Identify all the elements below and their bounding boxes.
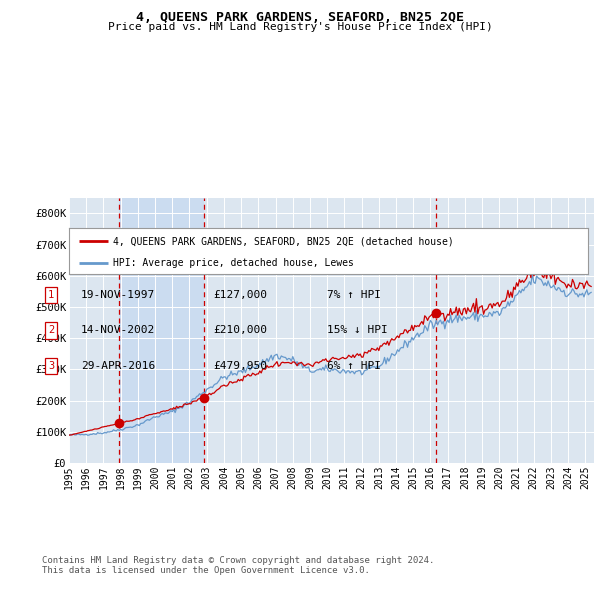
Text: 19-NOV-1997: 19-NOV-1997 (81, 290, 155, 300)
Text: 2: 2 (48, 326, 54, 335)
Text: 6% ↑ HPI: 6% ↑ HPI (327, 361, 381, 371)
Text: 1: 1 (48, 290, 54, 300)
Text: £210,000: £210,000 (213, 326, 267, 335)
Text: 1: 1 (122, 235, 128, 245)
Text: 3: 3 (439, 235, 445, 245)
Text: 4, QUEENS PARK GARDENS, SEAFORD, BN25 2QE (detached house): 4, QUEENS PARK GARDENS, SEAFORD, BN25 2Q… (113, 236, 454, 246)
Text: 4, QUEENS PARK GARDENS, SEAFORD, BN25 2QE: 4, QUEENS PARK GARDENS, SEAFORD, BN25 2Q… (136, 11, 464, 24)
Text: HPI: Average price, detached house, Lewes: HPI: Average price, detached house, Lewe… (113, 258, 354, 268)
Text: 2: 2 (208, 235, 214, 245)
Text: £127,000: £127,000 (213, 290, 267, 300)
Text: £479,950: £479,950 (213, 361, 267, 371)
Text: Contains HM Land Registry data © Crown copyright and database right 2024.
This d: Contains HM Land Registry data © Crown c… (42, 556, 434, 575)
Text: 7% ↑ HPI: 7% ↑ HPI (327, 290, 381, 300)
Bar (119, 198, 205, 463)
Text: Price paid vs. HM Land Registry's House Price Index (HPI): Price paid vs. HM Land Registry's House … (107, 22, 493, 32)
Text: 29-APR-2016: 29-APR-2016 (81, 361, 155, 371)
Text: 14-NOV-2002: 14-NOV-2002 (81, 326, 155, 335)
Text: 3: 3 (48, 361, 54, 371)
Text: 15% ↓ HPI: 15% ↓ HPI (327, 326, 388, 335)
